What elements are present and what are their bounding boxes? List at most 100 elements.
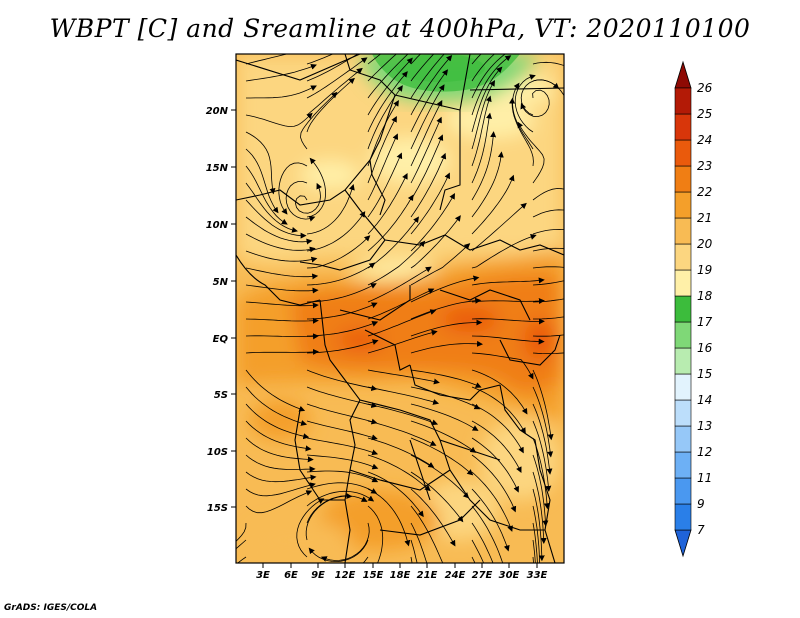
lon-label: 15E bbox=[363, 570, 384, 581]
colorbar-label: 13 bbox=[697, 419, 712, 433]
streamline bbox=[285, 181, 316, 222]
streamline bbox=[471, 80, 496, 150]
streamline bbox=[410, 172, 450, 235]
colorbar-swatch bbox=[674, 269, 692, 297]
streamline bbox=[367, 54, 397, 82]
streamline bbox=[296, 498, 325, 558]
streamline bbox=[306, 235, 371, 269]
colorbar-swatch bbox=[674, 191, 692, 219]
streamline bbox=[471, 112, 492, 184]
colorbar-swatch bbox=[674, 217, 692, 245]
streamline bbox=[410, 84, 445, 150]
streamline bbox=[367, 54, 382, 65]
streamline bbox=[410, 100, 443, 167]
colorbar-swatch bbox=[674, 321, 692, 349]
streamline bbox=[306, 77, 355, 133]
streamline bbox=[532, 386, 554, 458]
streamline bbox=[306, 386, 378, 408]
streamline bbox=[532, 188, 564, 201]
streamline bbox=[532, 247, 564, 252]
lon-label: 21E bbox=[417, 570, 438, 581]
streamline bbox=[367, 240, 426, 286]
streamline bbox=[306, 283, 377, 303]
streamline bbox=[471, 131, 497, 201]
country-borders bbox=[236, 54, 564, 563]
streamline bbox=[532, 280, 564, 286]
lat-label: 10S bbox=[207, 447, 228, 458]
latitude-labels: 20N 15N 10N 5N EQ 5S 10S 15S bbox=[206, 106, 229, 514]
streamline bbox=[367, 116, 397, 184]
streamline bbox=[367, 266, 432, 303]
streamline bbox=[236, 539, 247, 550]
streamline bbox=[367, 488, 411, 547]
streamline bbox=[306, 57, 368, 99]
streamline bbox=[294, 182, 322, 214]
colorbar-label: 26 bbox=[697, 81, 713, 95]
colorbar-swatch bbox=[674, 425, 692, 453]
streamline bbox=[471, 505, 504, 563]
streamline bbox=[306, 211, 366, 252]
streamline bbox=[471, 54, 482, 65]
streamline bbox=[367, 288, 435, 320]
streamline bbox=[245, 233, 316, 253]
streamline bbox=[306, 437, 379, 456]
colorbar-label: 16 bbox=[697, 341, 713, 355]
lon-label: 30E bbox=[499, 570, 520, 581]
streamline bbox=[367, 71, 408, 133]
streamline bbox=[410, 116, 442, 184]
streamline bbox=[410, 54, 435, 82]
streamline bbox=[471, 202, 527, 252]
streamline bbox=[532, 505, 541, 563]
colorbar-label: 17 bbox=[697, 315, 713, 329]
streamline bbox=[410, 215, 461, 269]
streamline bbox=[532, 454, 549, 527]
streamline bbox=[306, 339, 379, 354]
axis-ticks bbox=[231, 109, 538, 568]
streamline bbox=[532, 471, 547, 544]
streamline bbox=[532, 539, 536, 563]
streamline bbox=[245, 386, 308, 426]
streamline bbox=[471, 454, 517, 513]
lon-label: 9E bbox=[311, 570, 325, 581]
streamline bbox=[367, 100, 399, 167]
streamline bbox=[410, 488, 456, 547]
streamline bbox=[245, 369, 306, 412]
streamline bbox=[410, 522, 428, 563]
streamline bbox=[367, 454, 431, 492]
colorbar-label: 14 bbox=[697, 393, 712, 407]
colorbar-label: 23 bbox=[697, 159, 712, 173]
streamline bbox=[306, 403, 378, 425]
streamline bbox=[245, 216, 313, 245]
streamline bbox=[306, 262, 376, 286]
streamline bbox=[245, 267, 319, 280]
streamline bbox=[471, 277, 545, 286]
streamline bbox=[245, 182, 298, 233]
credit-label: GrADS: IGES/COLA bbox=[4, 603, 98, 613]
streamline bbox=[245, 250, 318, 263]
streamline bbox=[471, 420, 522, 473]
streamline bbox=[367, 309, 437, 337]
streamline bbox=[410, 152, 447, 218]
streamline bbox=[306, 67, 363, 116]
streamline bbox=[410, 369, 482, 388]
streamline bbox=[306, 54, 334, 65]
streamline bbox=[532, 403, 553, 475]
streamline bbox=[245, 482, 316, 497]
streamline bbox=[306, 454, 379, 470]
streamline bbox=[410, 340, 483, 354]
streamline bbox=[532, 61, 564, 66]
streamline bbox=[245, 490, 313, 514]
streamline bbox=[471, 386, 526, 434]
longitude-labels: 3E 6E 9E 12E 15E 18E 21E 24E 27E 30E 33E bbox=[256, 570, 547, 581]
streamline bbox=[306, 495, 368, 524]
lon-label: 33E bbox=[527, 570, 548, 581]
streamline bbox=[245, 454, 316, 473]
colorbar-label: 18 bbox=[697, 289, 713, 303]
streamline bbox=[471, 403, 524, 454]
streamline bbox=[306, 54, 359, 82]
colorbar-swatch bbox=[674, 477, 692, 505]
streamline bbox=[367, 471, 424, 518]
streamline bbox=[471, 151, 504, 218]
streamline bbox=[520, 79, 560, 116]
